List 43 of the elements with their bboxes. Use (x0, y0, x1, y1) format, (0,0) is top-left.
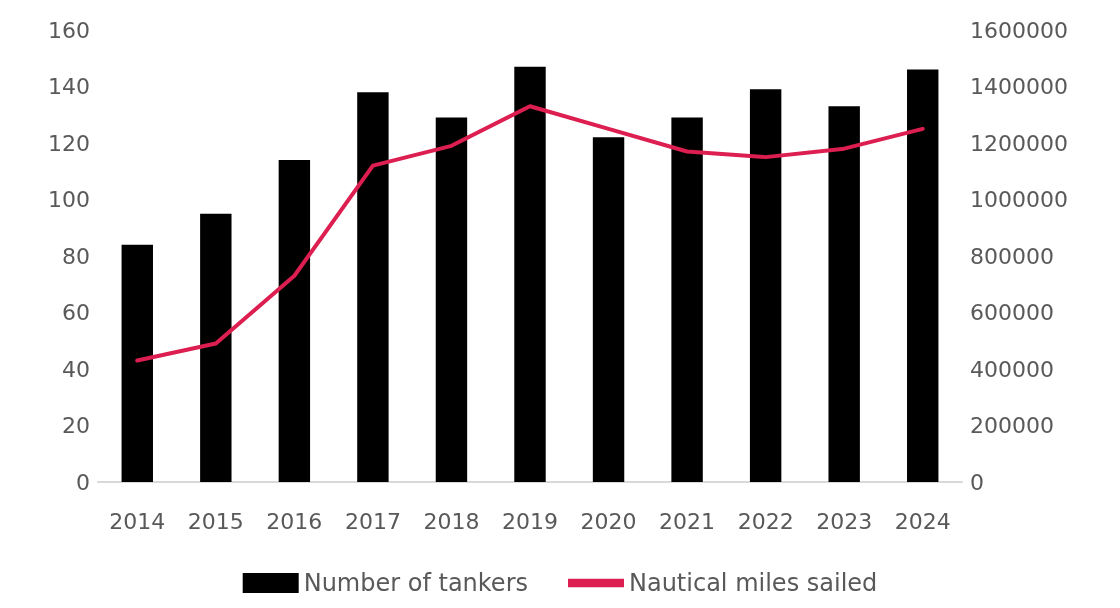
y2-tick-label: 1400000 (970, 74, 1068, 99)
y-tick-label: 40 (62, 356, 90, 382)
line-series (135, 104, 925, 363)
x-tick-label: 2018 (423, 508, 480, 534)
x-tick-label: 2022 (737, 508, 794, 534)
y-tick-label: 0 (76, 469, 90, 495)
x-tick-label: 2024 (894, 508, 951, 534)
bar (200, 213, 232, 482)
bar (121, 244, 153, 482)
x-tick-label: 2016 (266, 508, 323, 534)
y-tick-label: 80 (62, 243, 90, 269)
legend-label: Nautical miles sailed (629, 569, 878, 597)
y2-tick-label: 1000000 (970, 187, 1068, 212)
x-tick-label: 2019 (502, 508, 558, 534)
x-tick-label: 2014 (109, 508, 166, 534)
bar (592, 137, 625, 482)
bar (435, 117, 468, 482)
bar (514, 66, 546, 482)
y-tick-label: 100 (48, 187, 90, 212)
x-tick-label: 2015 (187, 508, 244, 534)
x-tick-label: 2021 (659, 508, 716, 534)
y-tick-label: 140 (48, 74, 90, 99)
x-tick-label: 2020 (580, 508, 637, 534)
y2-tick-label: 0 (970, 469, 984, 495)
bar (671, 117, 703, 482)
bar (907, 69, 939, 482)
y2-tick-label: 1600000 (970, 17, 1068, 43)
y-tick-label: 20 (62, 413, 90, 438)
y-tick-label: 160 (48, 17, 90, 43)
y2-tick-label: 1200000 (970, 130, 1068, 156)
y-tick-label: 60 (62, 300, 90, 325)
y2-tick-label: 400000 (970, 356, 1054, 382)
bar (749, 89, 782, 482)
y2-tick-label: 800000 (970, 243, 1054, 269)
x-tick-label: 2023 (816, 508, 873, 534)
y2-tick-label: 600000 (970, 300, 1054, 325)
bar (278, 159, 311, 482)
x-tick-label: 2017 (344, 508, 401, 534)
bar (828, 106, 860, 482)
y2-tick-label: 200000 (970, 413, 1054, 438)
legend-label: Number of tankers (303, 569, 528, 597)
bar (357, 92, 389, 482)
y-tick-label: 120 (48, 130, 90, 156)
